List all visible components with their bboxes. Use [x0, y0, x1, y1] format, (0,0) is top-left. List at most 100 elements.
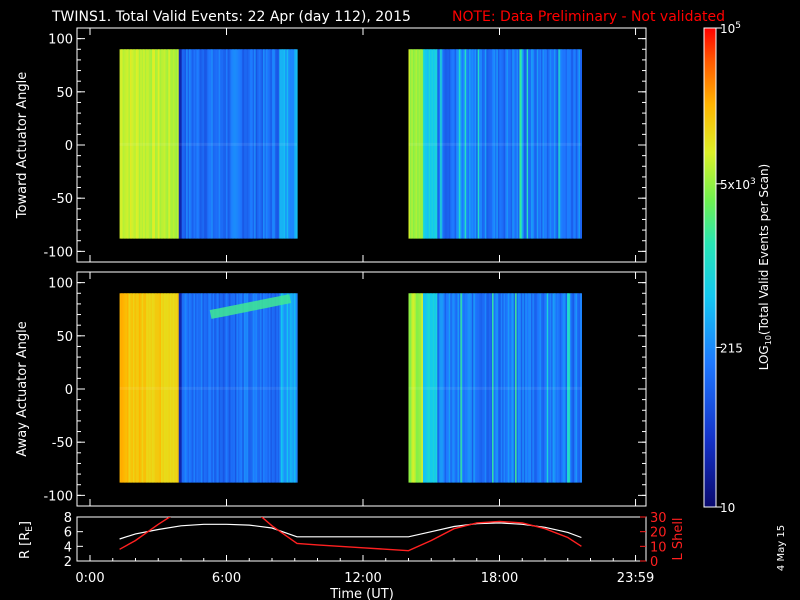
- y-tick-label: 100: [48, 277, 73, 292]
- spectrogram-cell: [271, 49, 274, 239]
- spectrogram-cell: [486, 49, 489, 239]
- spectrogram-cell: [499, 49, 502, 239]
- spectrogram-cell: [174, 49, 177, 239]
- spectrogram-cell: [267, 293, 270, 483]
- spectrogram-cell: [473, 49, 476, 239]
- spectrogram-cell: [456, 293, 459, 483]
- spectrogram-cell: [184, 49, 187, 239]
- spectrogram-cell: [189, 293, 192, 483]
- spectrogram-cell: [223, 49, 226, 239]
- spectrogram-cell: [500, 49, 503, 239]
- time-tick-label: 6:00: [212, 571, 241, 586]
- spectrogram-cell: [522, 293, 525, 483]
- spectrogram-cell: [441, 293, 444, 483]
- spectrogram-cell: [476, 293, 479, 483]
- spectrogram-cell: [193, 293, 196, 483]
- colorbar: 105 5x103 215 10 LOG10(Total Valid Events p…: [703, 21, 773, 515]
- spectrogram-cell: [507, 293, 510, 483]
- spectrogram-cell: [239, 293, 242, 483]
- spectrogram-cell: [516, 293, 519, 483]
- spectrogram-cell: [549, 49, 552, 239]
- spectrogram-cell: [125, 49, 128, 239]
- spectrogram-cell: [162, 293, 165, 483]
- spectrogram-cell: [558, 49, 561, 239]
- spectrogram-cell: [489, 293, 492, 483]
- spectrogram-cell: [566, 293, 570, 483]
- spectrogram-cell: [500, 293, 503, 483]
- spectrogram-cell: [140, 293, 143, 483]
- y-tick-label: 0: [65, 383, 73, 398]
- spectrogram-cell: [205, 293, 208, 483]
- spectrogram-cell: [197, 49, 201, 239]
- time-tick-label: 12:00: [344, 571, 381, 586]
- spectrogram-cell: [568, 49, 571, 239]
- spectrogram-cell: [530, 293, 534, 483]
- spectrogram-cell: [146, 293, 149, 483]
- spectrogram-cell: [470, 293, 473, 483]
- r-tick-label: 8: [64, 511, 72, 526]
- spectrogram-cell: [443, 293, 446, 483]
- spectrogram-cell: [237, 49, 240, 239]
- spectrogram-cell: [474, 293, 477, 483]
- spectrogram-cell: [493, 293, 496, 483]
- spectrogram-cell: [163, 293, 167, 483]
- preliminary-note: NOTE: Data Preliminary - Not validated: [452, 9, 725, 25]
- spectrogram-cell: [510, 49, 513, 239]
- spectrogram-cell: [435, 293, 438, 483]
- spectrogram-cell: [525, 49, 528, 239]
- spectrogram-cell: [209, 293, 212, 483]
- spectrogram-cell: [483, 293, 486, 483]
- spectrogram-cell: [481, 293, 485, 483]
- spectrogram-cell: [140, 49, 143, 239]
- spectrogram-cell: [539, 49, 542, 239]
- spectrogram-cell: [579, 49, 582, 239]
- spectrogram-cell: [122, 49, 125, 239]
- y-tick-label: -100: [43, 489, 73, 504]
- spectrogram-cell: [533, 293, 536, 483]
- spectrogram-cell: [252, 293, 255, 483]
- spectrogram-cell: [249, 49, 252, 239]
- y-tick-label: -50: [52, 192, 73, 207]
- spectrogram-cell: [523, 293, 526, 483]
- spectrogram-cell: [538, 293, 541, 483]
- spectrogram-cell: [445, 49, 448, 239]
- spectrogram-cell: [234, 293, 237, 483]
- spectrogram-cell: [450, 49, 453, 239]
- spectrogram-cell: [126, 49, 130, 239]
- spectrogram-cell: [128, 49, 131, 239]
- spectrogram-cell: [294, 293, 297, 483]
- spectrogram-cell: [502, 293, 505, 483]
- spectrogram-cell: [220, 293, 223, 483]
- spectrogram-cell: [422, 293, 425, 483]
- spectrogram-cell: [208, 293, 211, 483]
- spectrogram-cell: [484, 49, 487, 239]
- spectrogram-cell: [135, 293, 138, 483]
- spectrogram-cell: [464, 49, 467, 239]
- spectrogram-cell: [518, 49, 521, 239]
- spectrogram-cell: [261, 49, 264, 239]
- spectrogram-cell: [208, 49, 211, 239]
- spectrogram-cell: [240, 49, 243, 239]
- spectrogram-cell: [434, 49, 437, 239]
- spectrogram-cell: [538, 49, 541, 239]
- spectrogram-cell: [451, 293, 454, 483]
- spectrogram-cell: [533, 49, 536, 239]
- spectrogram-cell: [187, 49, 190, 239]
- spectrogram-cell: [509, 49, 512, 239]
- spectrogram-cell: [566, 49, 570, 239]
- spectrogram-cell: [258, 293, 261, 483]
- spectrogram-cell: [543, 49, 546, 239]
- spectrogram-cell: [425, 293, 428, 483]
- spectrogram-cell: [437, 49, 440, 239]
- spectrogram-cell: [178, 293, 181, 483]
- spectrogram-cell: [515, 293, 518, 483]
- spectrogram-cell: [226, 49, 229, 239]
- spectrogram-cell: [165, 49, 168, 239]
- spectrogram-cell: [233, 49, 236, 239]
- spectrogram-cell: [430, 49, 433, 239]
- spectrogram-cell: [515, 49, 518, 239]
- spectrogram-cell: [289, 49, 292, 239]
- spectrogram-cell: [418, 293, 421, 483]
- spectrogram-cell: [119, 49, 122, 239]
- spectrogram-cell: [273, 293, 276, 483]
